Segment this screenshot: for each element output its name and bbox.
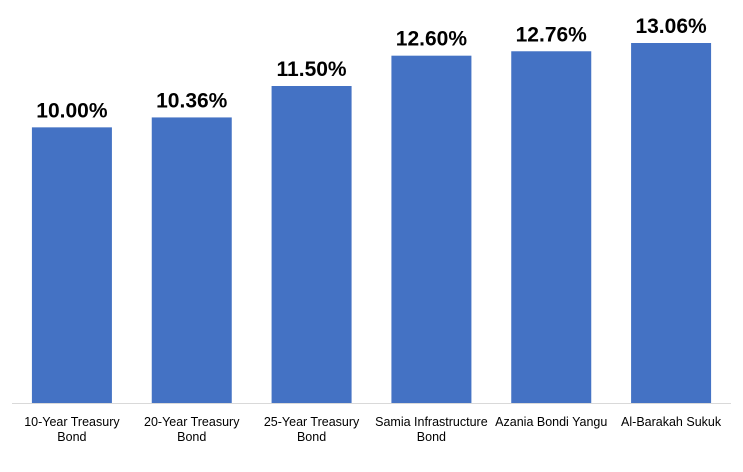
bar bbox=[391, 55, 472, 404]
bar bbox=[511, 51, 592, 403]
value-label: 11.50% bbox=[277, 58, 347, 81]
bar bbox=[631, 43, 712, 403]
value-label: 13.06% bbox=[635, 15, 707, 38]
x-tick-label: Al-Barakah Sukuk bbox=[621, 415, 722, 429]
bar bbox=[31, 127, 112, 404]
bar bbox=[151, 117, 232, 404]
bar bbox=[271, 86, 352, 404]
value-label: 10.36% bbox=[156, 89, 228, 112]
x-tick-label: Samia Infrastructure Bond bbox=[375, 415, 488, 444]
value-label: 12.76% bbox=[516, 23, 588, 46]
value-label: 12.60% bbox=[396, 28, 468, 51]
value-label: 10.00% bbox=[36, 99, 108, 122]
x-tick-label: 10-Year Treasury Bond bbox=[24, 415, 120, 444]
x-tick-label: 25-Year Treasury Bond bbox=[263, 415, 360, 444]
x-tick-label: 20-Year Treasury Bond bbox=[144, 415, 240, 444]
x-tick-label: Azania Bondi Yangu bbox=[495, 415, 608, 429]
